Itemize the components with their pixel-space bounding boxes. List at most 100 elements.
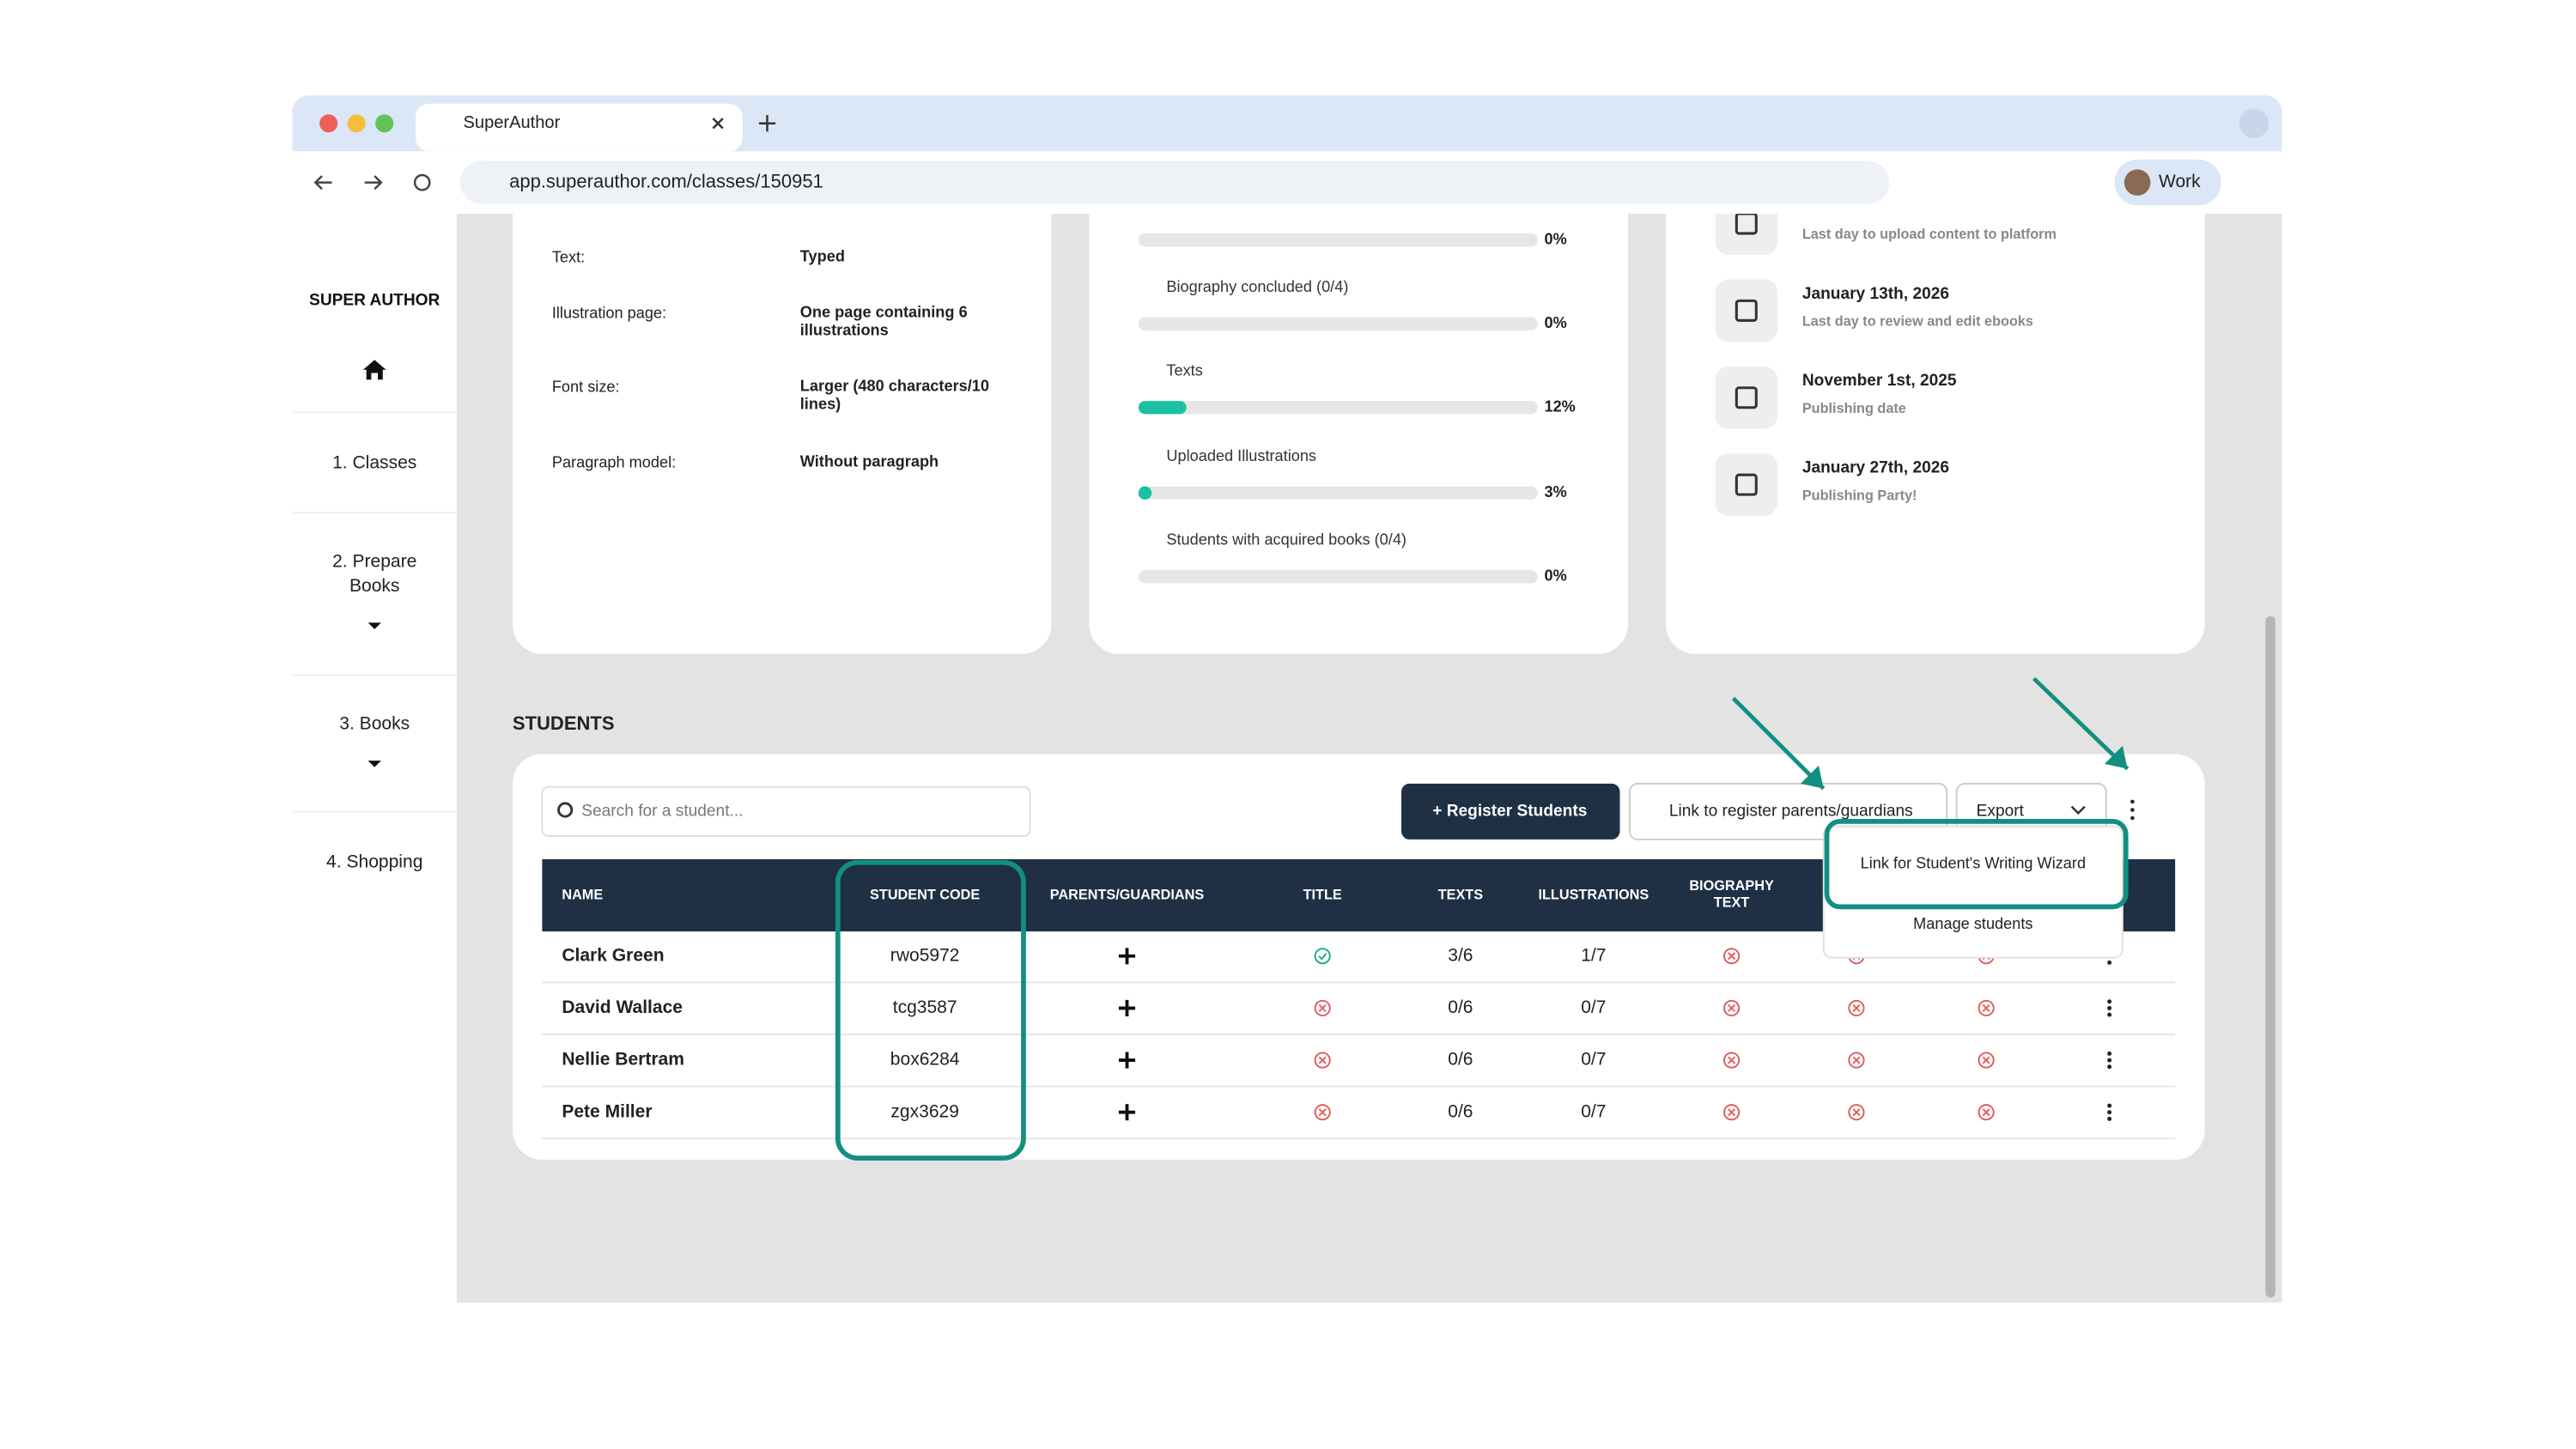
register-button[interactable] [1401,783,1620,840]
status-no [1723,1104,1741,1121]
kebab-dot [2130,799,2135,804]
link-label[interactable]: Link to register parents/guardians [1669,802,1913,820]
status-no-x [1982,1003,1990,1012]
column-header: STUDENT CODE [870,887,980,902]
status-no [1978,1052,1995,1069]
column-header: BIOGRAPHY TEXT [1689,876,1774,911]
setting-value: Typed [799,248,845,267]
dropdown-menu [1822,825,2123,959]
status-no [1978,1104,1995,1121]
nav-item[interactable]: 2. Prepare Books [332,552,417,597]
status-no [1723,1052,1741,1069]
progress-track [1138,486,1538,500]
sidebar [292,151,457,1303]
nav-buttons [313,175,383,191]
status-no [1314,1052,1331,1069]
status-no-x [1982,1108,1990,1117]
reload [413,173,431,191]
status-no-x [1318,1003,1327,1012]
status-no [1978,999,1995,1016]
highlight [1824,819,2129,910]
status-no-x [1852,1108,1861,1117]
row-menu-dot [2107,1005,2112,1010]
status-no [1848,999,1865,1016]
nav-item[interactable]: 4. Shopping [326,852,423,873]
setting-value-box: Without paragraph [800,453,939,471]
setting-label: Illustration page: [552,304,666,321]
row-menu-dot [2107,1051,2112,1056]
kebab-dot [2130,808,2135,812]
scrollbar [2265,615,2275,1298]
texts-count: 0/6 [1448,1101,1473,1121]
progress-percent: 12% [1544,398,1575,415]
status-no [1723,948,1741,965]
nav-item[interactable]: 3. Books [339,714,410,735]
status-no-x [1982,1056,1990,1064]
status-no-x [1852,1003,1861,1012]
nav-item-box: 4. Shopping [326,852,423,873]
window-control [319,114,338,133]
arrow-head [1800,765,1824,789]
row-menu-dot [2107,1110,2112,1115]
status-no [1848,1104,1865,1121]
nav-item-box: 3. Books [339,714,410,735]
nav-item-box: 2. Prepare Books [332,552,417,597]
date-icon-bg [1715,279,1778,343]
window-control [375,114,394,133]
progress-dot [1138,486,1152,500]
omnibox[interactable] [459,161,1890,204]
chevron [2070,805,2086,815]
profile-name[interactable]: Work [2159,172,2201,191]
status-yes-check [1318,953,1327,961]
arrow-head [2104,745,2128,769]
tab-title[interactable]: SuperAuthor [464,113,561,132]
calendar-icon [1735,386,1758,409]
search-icon [557,802,574,818]
date-icon-bg [1715,453,1778,517]
column-header: PARENTS/GUARDIANS [1050,887,1205,902]
url[interactable]: app.superauthor.com/classes/150951 [509,170,823,191]
register-label[interactable]: + Register Students [1432,802,1587,820]
kebab-dot [2130,815,2135,821]
card [1089,180,1629,654]
date-note: Publishing date [1802,401,1906,416]
progress-label: Students with acquired books (0/4) [1166,531,1406,549]
progress-track [1138,233,1538,247]
nav-item[interactable]: 1. Classes [332,453,417,474]
add-guardian [1118,999,1136,1016]
row-menu-dot [2107,1103,2112,1108]
card [512,180,1052,654]
row-menu-dot [2107,960,2112,965]
calendar-icon [1735,299,1758,322]
tab[interactable] [416,103,743,152]
setting-value-box: Typed [799,248,845,267]
column-header: TITLE [1303,887,1342,902]
column-header: NAME [562,887,603,902]
setting-value: Larger (480 characters/10 lines) [799,378,990,415]
column-header: TEXTS [1438,887,1484,902]
menu-item[interactable]: Link for Student's Writing Wizard [1861,854,2086,871]
menu-item[interactable]: Manage students [1913,915,2032,932]
status-yes [1314,948,1331,965]
export-label[interactable]: Export [1977,802,2025,820]
row-menu-dot [2107,1058,2112,1063]
progress-label: Biography concluded (0/4) [1166,278,1348,295]
illustrations-count: 0/7 [1581,1101,1606,1121]
tabs-menu [2239,108,2269,138]
new-tab [758,115,776,132]
progress-percent: 0% [1544,314,1566,331]
add-guardian [1118,1104,1136,1121]
add-guardian [1118,1052,1136,1069]
column-header-box: BIOGRAPHY TEXT [1689,876,1774,911]
progress-label: Texts [1166,361,1202,379]
progress-track [1138,401,1538,415]
date: January 27th, 2026 [1802,459,1949,477]
student-name: Pete Miller [562,1101,652,1121]
student-code: rwo5972 [890,945,960,965]
row-menu-dot [2107,1012,2112,1017]
nav-caret [368,622,381,630]
search-input[interactable] [541,785,1031,838]
status-no-x [1852,1056,1861,1064]
progress-label: Uploaded Illustrations [1166,447,1316,464]
illustrations-count: 0/7 [1581,997,1606,1017]
